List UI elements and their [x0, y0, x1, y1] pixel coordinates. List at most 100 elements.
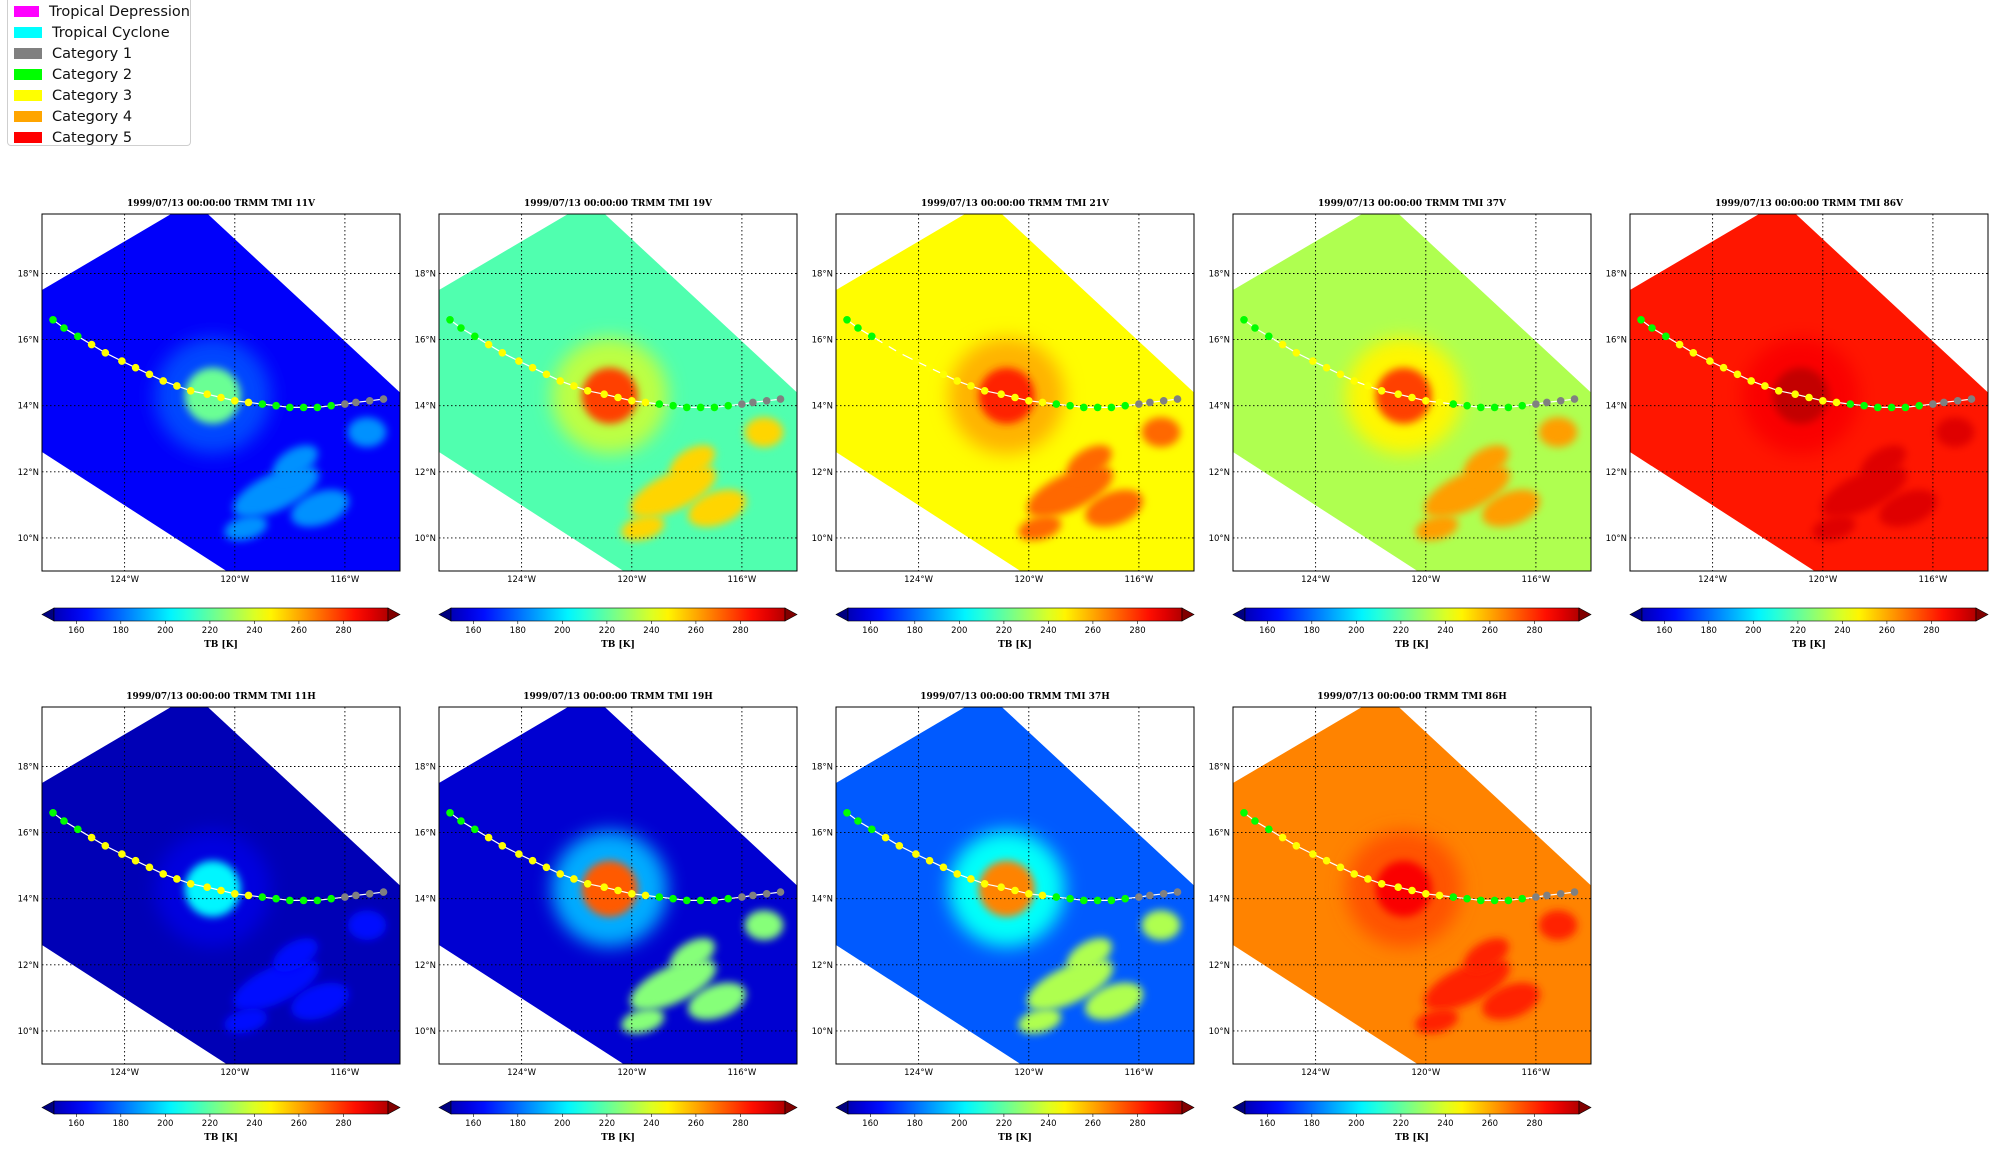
track-point — [352, 891, 360, 900]
colorbar-tick-label: 180 — [113, 626, 129, 636]
lat-tick-label: 16°N — [812, 829, 833, 839]
track-point — [1929, 400, 1937, 408]
colorbar-tick-label: 260 — [1085, 1119, 1101, 1129]
colorbar-gradient — [1244, 607, 1580, 622]
lat-tick-label: 10°N — [1606, 534, 1627, 544]
track-point — [352, 398, 360, 407]
colorbar-gradient — [847, 1100, 1183, 1115]
track-point — [1967, 395, 1976, 403]
colorbar-extend-low — [438, 1100, 452, 1115]
track-point — [1093, 896, 1102, 905]
track-point — [1038, 398, 1047, 407]
track-point — [1377, 880, 1386, 888]
lon-tick-label: 124°W — [1301, 575, 1330, 585]
track-point — [159, 870, 167, 878]
track-point — [570, 382, 578, 390]
colorbar-tick-label: 160 — [1656, 626, 1672, 636]
colorbar: 160 180 200 220 240 260 280 TB [K] — [438, 1100, 798, 1143]
legend-item: Category 2 — [8, 64, 190, 85]
colorbar-tick-label: 180 — [113, 1119, 129, 1129]
colorbar-extend-low — [438, 607, 452, 622]
track-point — [696, 403, 705, 412]
lat-tick-label: 12°N — [415, 961, 436, 971]
track-point — [1146, 398, 1154, 407]
colorbar-label: TB [K] — [204, 640, 238, 650]
track-point — [868, 825, 876, 834]
lon-tick-label: 116°W — [727, 575, 756, 585]
track-point — [1887, 403, 1896, 412]
rainband — [1423, 958, 1511, 1011]
track-point — [118, 850, 126, 858]
colorbar-tick-label: 220 — [202, 1119, 218, 1129]
track-point — [1532, 400, 1540, 408]
track-point — [628, 890, 636, 898]
track-point — [1408, 393, 1416, 402]
colorbar-tick-label: 160 — [68, 626, 84, 636]
panel-title: 1999/07/13 00:00:00 TRMM TMI 11V — [127, 199, 316, 209]
track-point — [515, 850, 523, 858]
colorbar-label: TB [K] — [601, 640, 635, 650]
colorbar-tick-label: 240 — [1834, 626, 1850, 636]
colorbar-extend-high — [1578, 1100, 1592, 1115]
track-point — [762, 890, 771, 898]
track-point — [1556, 890, 1565, 898]
track-point — [583, 387, 592, 395]
track-point — [953, 377, 961, 385]
track-point — [912, 357, 920, 365]
map-panel: 1999/07/13 00:00:00 TRMM TMI 19H 124°W 120… — [415, 692, 798, 1143]
legend-label: Tropical Depression — [48, 3, 190, 20]
track-point — [1805, 393, 1813, 402]
panel-title: 1999/07/13 00:00:00 TRMM TMI 37V — [1318, 199, 1507, 209]
colorbar-label: TB [K] — [601, 1133, 635, 1143]
lat-tick-label: 18°N — [415, 763, 436, 773]
track-point — [1292, 842, 1301, 850]
colorbar-tick-label: 260 — [1879, 626, 1895, 636]
track-point — [1322, 856, 1331, 865]
track-point — [87, 833, 96, 842]
track-point — [101, 842, 110, 850]
track-point — [1422, 397, 1430, 405]
legend-item: Tropical Depression — [8, 1, 190, 22]
track-point — [131, 856, 140, 865]
lat-tick-label: 10°N — [812, 1027, 833, 1037]
track-point — [868, 332, 876, 341]
lat-tick-label: 10°N — [415, 1027, 436, 1037]
track-point — [710, 403, 719, 412]
colorbar-tick-label: 220 — [996, 626, 1012, 636]
track-point — [1901, 403, 1910, 412]
lat-tick-label: 10°N — [1209, 1027, 1230, 1037]
track-point — [528, 363, 537, 372]
colorbar: 160 180 200 220 240 260 280 TB [K] — [835, 607, 1195, 650]
track-point — [1011, 393, 1019, 402]
track-point — [1543, 398, 1551, 407]
lon-tick-label: 124°W — [1698, 575, 1727, 585]
map-panel: 1999/07/13 00:00:00 TRMM TMI 21V 124°W 120… — [812, 199, 1195, 650]
lat-tick-label: 14°N — [812, 402, 833, 412]
track-point — [1874, 403, 1882, 412]
track-point — [1761, 382, 1769, 390]
colorbar-tick-label: 240 — [643, 1119, 659, 1129]
lat-tick-label: 10°N — [18, 1027, 39, 1037]
rainband — [1482, 489, 1541, 527]
track-point — [327, 401, 336, 410]
track-point — [1449, 400, 1458, 408]
track-point — [669, 894, 677, 903]
track-point — [1265, 332, 1273, 341]
track-point — [286, 896, 294, 905]
track-point — [145, 370, 154, 379]
legend-swatch — [14, 90, 42, 101]
track-point — [854, 324, 862, 332]
lat-tick-label: 16°N — [18, 829, 39, 839]
track-point — [1350, 870, 1358, 878]
colorbar-tick-label: 160 — [465, 626, 481, 636]
panel-frame — [438, 706, 798, 1065]
rainband — [1026, 465, 1114, 518]
track-point — [87, 340, 96, 349]
panel-frame — [41, 706, 401, 1065]
colorbar-tick-label: 220 — [1393, 626, 1409, 636]
track-point — [1278, 340, 1287, 349]
panel-frame — [1232, 706, 1592, 1065]
colorbar-extend-high — [1181, 1100, 1195, 1115]
track-point — [542, 370, 551, 379]
track-point — [953, 870, 961, 878]
